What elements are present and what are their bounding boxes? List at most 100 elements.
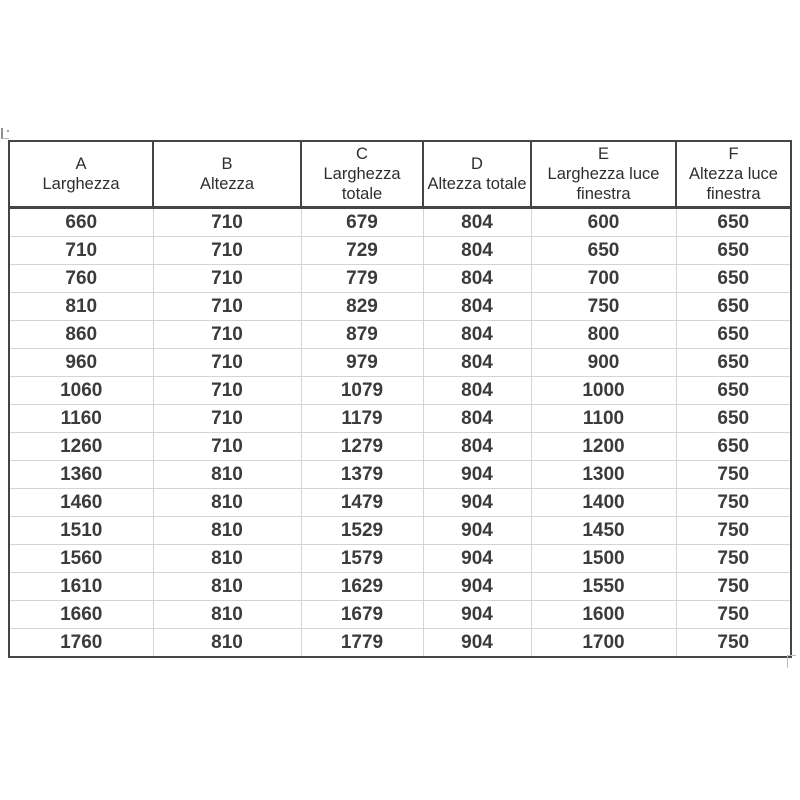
table-cell: 960 (8, 348, 154, 377)
table-body: 660 710 679 804 600 650 710 710 729 804 650 650 760 7… (8, 207, 792, 658)
table-cell: 679 (300, 207, 424, 237)
table-cell: 1300 (530, 460, 677, 489)
table-cell: 779 (300, 264, 424, 293)
table-cell: 750 (530, 292, 677, 321)
table-cell: 979 (300, 348, 424, 377)
table-cell: 879 (300, 320, 424, 349)
table-cell: 750 (675, 488, 792, 517)
table-cell: 729 (300, 236, 424, 265)
table-cell: 804 (422, 320, 532, 349)
table-cell: 804 (422, 236, 532, 265)
table-cell: 1550 (530, 572, 677, 601)
table-cell: 1060 (8, 376, 154, 405)
table-cell: 810 (152, 516, 302, 545)
table-cell: 810 (152, 488, 302, 517)
column-letter: C (356, 145, 368, 163)
column-label: Altezza (199, 175, 255, 193)
table-cell: 904 (422, 572, 532, 601)
table-cell: 710 (8, 236, 154, 265)
table-cell: 1529 (300, 516, 424, 545)
table-cell: 900 (530, 348, 677, 377)
scan-artifact-bottom-right (787, 655, 796, 668)
table-cell: 810 (152, 600, 302, 629)
table-cell: 650 (675, 376, 792, 405)
table-cell: 1400 (530, 488, 677, 517)
table-cell: 810 (152, 544, 302, 573)
table-cell: 600 (530, 207, 677, 237)
table-cell: 904 (422, 628, 532, 658)
table-cell: 710 (152, 264, 302, 293)
column-header-d: D Altezza totale (422, 140, 532, 209)
table-row: 1360 810 1379 904 1300 750 (8, 460, 792, 489)
table-cell: 750 (675, 516, 792, 545)
table-cell: 1279 (300, 432, 424, 461)
table-cell: 1379 (300, 460, 424, 489)
table-cell: 800 (530, 320, 677, 349)
table-cell: 650 (675, 320, 792, 349)
column-header-e: E Larghezza luce finestra (530, 140, 677, 209)
table-cell: 804 (422, 404, 532, 433)
column-header-c: C Larghezza totale (300, 140, 424, 209)
table-cell: 1450 (530, 516, 677, 545)
table-cell: 750 (675, 544, 792, 573)
table-row: 1660 810 1679 904 1600 750 (8, 600, 792, 629)
column-letter: D (471, 155, 483, 173)
table-cell: 804 (422, 348, 532, 377)
column-header-b: B Altezza (152, 140, 302, 209)
table-row: 960 710 979 804 900 650 (8, 348, 792, 377)
table-cell: 810 (152, 572, 302, 601)
table-row: 1760 810 1779 904 1700 750 (8, 628, 792, 658)
table-cell: 660 (8, 207, 154, 237)
table-cell: 650 (675, 432, 792, 461)
table-cell: 1760 (8, 628, 154, 658)
table-cell: 710 (152, 292, 302, 321)
column-letter: B (221, 155, 233, 173)
column-letter: F (728, 145, 739, 163)
table-cell: 650 (675, 404, 792, 433)
table-cell: 804 (422, 292, 532, 321)
table-cell: 1360 (8, 460, 154, 489)
table-row: 1510 810 1529 904 1450 750 (8, 516, 792, 545)
column-label: Larghezza (42, 175, 120, 193)
table-cell: 760 (8, 264, 154, 293)
table-cell: 1100 (530, 404, 677, 433)
table-row: 860 710 879 804 800 650 (8, 320, 792, 349)
table-row: 1060 710 1079 804 1000 650 (8, 376, 792, 405)
table-cell: 1179 (300, 404, 424, 433)
column-label: Larghezza totale (323, 165, 401, 203)
table-row: 760 710 779 804 700 650 (8, 264, 792, 293)
column-label: Larghezza luce finestra (547, 165, 660, 203)
table-cell: 1079 (300, 376, 424, 405)
scan-artifact-top-left (1, 128, 9, 139)
table-cell: 904 (422, 516, 532, 545)
table-cell: 860 (8, 320, 154, 349)
table-cell: 904 (422, 544, 532, 573)
table-cell: 1260 (8, 432, 154, 461)
table-cell: 710 (152, 207, 302, 237)
table-row: 1610 810 1629 904 1550 750 (8, 572, 792, 601)
column-letter: E (597, 145, 609, 163)
table-cell: 1000 (530, 376, 677, 405)
table-cell: 750 (675, 600, 792, 629)
table-cell: 1629 (300, 572, 424, 601)
table-cell: 1700 (530, 628, 677, 658)
table-cell: 1160 (8, 404, 154, 433)
table-cell: 710 (152, 404, 302, 433)
table-cell: 710 (152, 348, 302, 377)
column-header-f: F Altezza luce finestra (675, 140, 792, 209)
table-cell: 710 (152, 320, 302, 349)
table-row: 710 710 729 804 650 650 (8, 236, 792, 265)
table-cell: 1500 (530, 544, 677, 573)
table-row: 1560 810 1579 904 1500 750 (8, 544, 792, 573)
header-row: A Larghezza B Altezza C Larghezza totale… (8, 140, 792, 209)
table-row: 660 710 679 804 600 650 (8, 207, 792, 237)
table-cell: 650 (675, 236, 792, 265)
table-cell: 1200 (530, 432, 677, 461)
table-cell: 904 (422, 488, 532, 517)
table-row: 1260 710 1279 804 1200 650 (8, 432, 792, 461)
table-cell: 1479 (300, 488, 424, 517)
table-cell: 650 (675, 207, 792, 237)
column-label: Altezza luce finestra (689, 165, 778, 203)
table-cell: 904 (422, 600, 532, 629)
